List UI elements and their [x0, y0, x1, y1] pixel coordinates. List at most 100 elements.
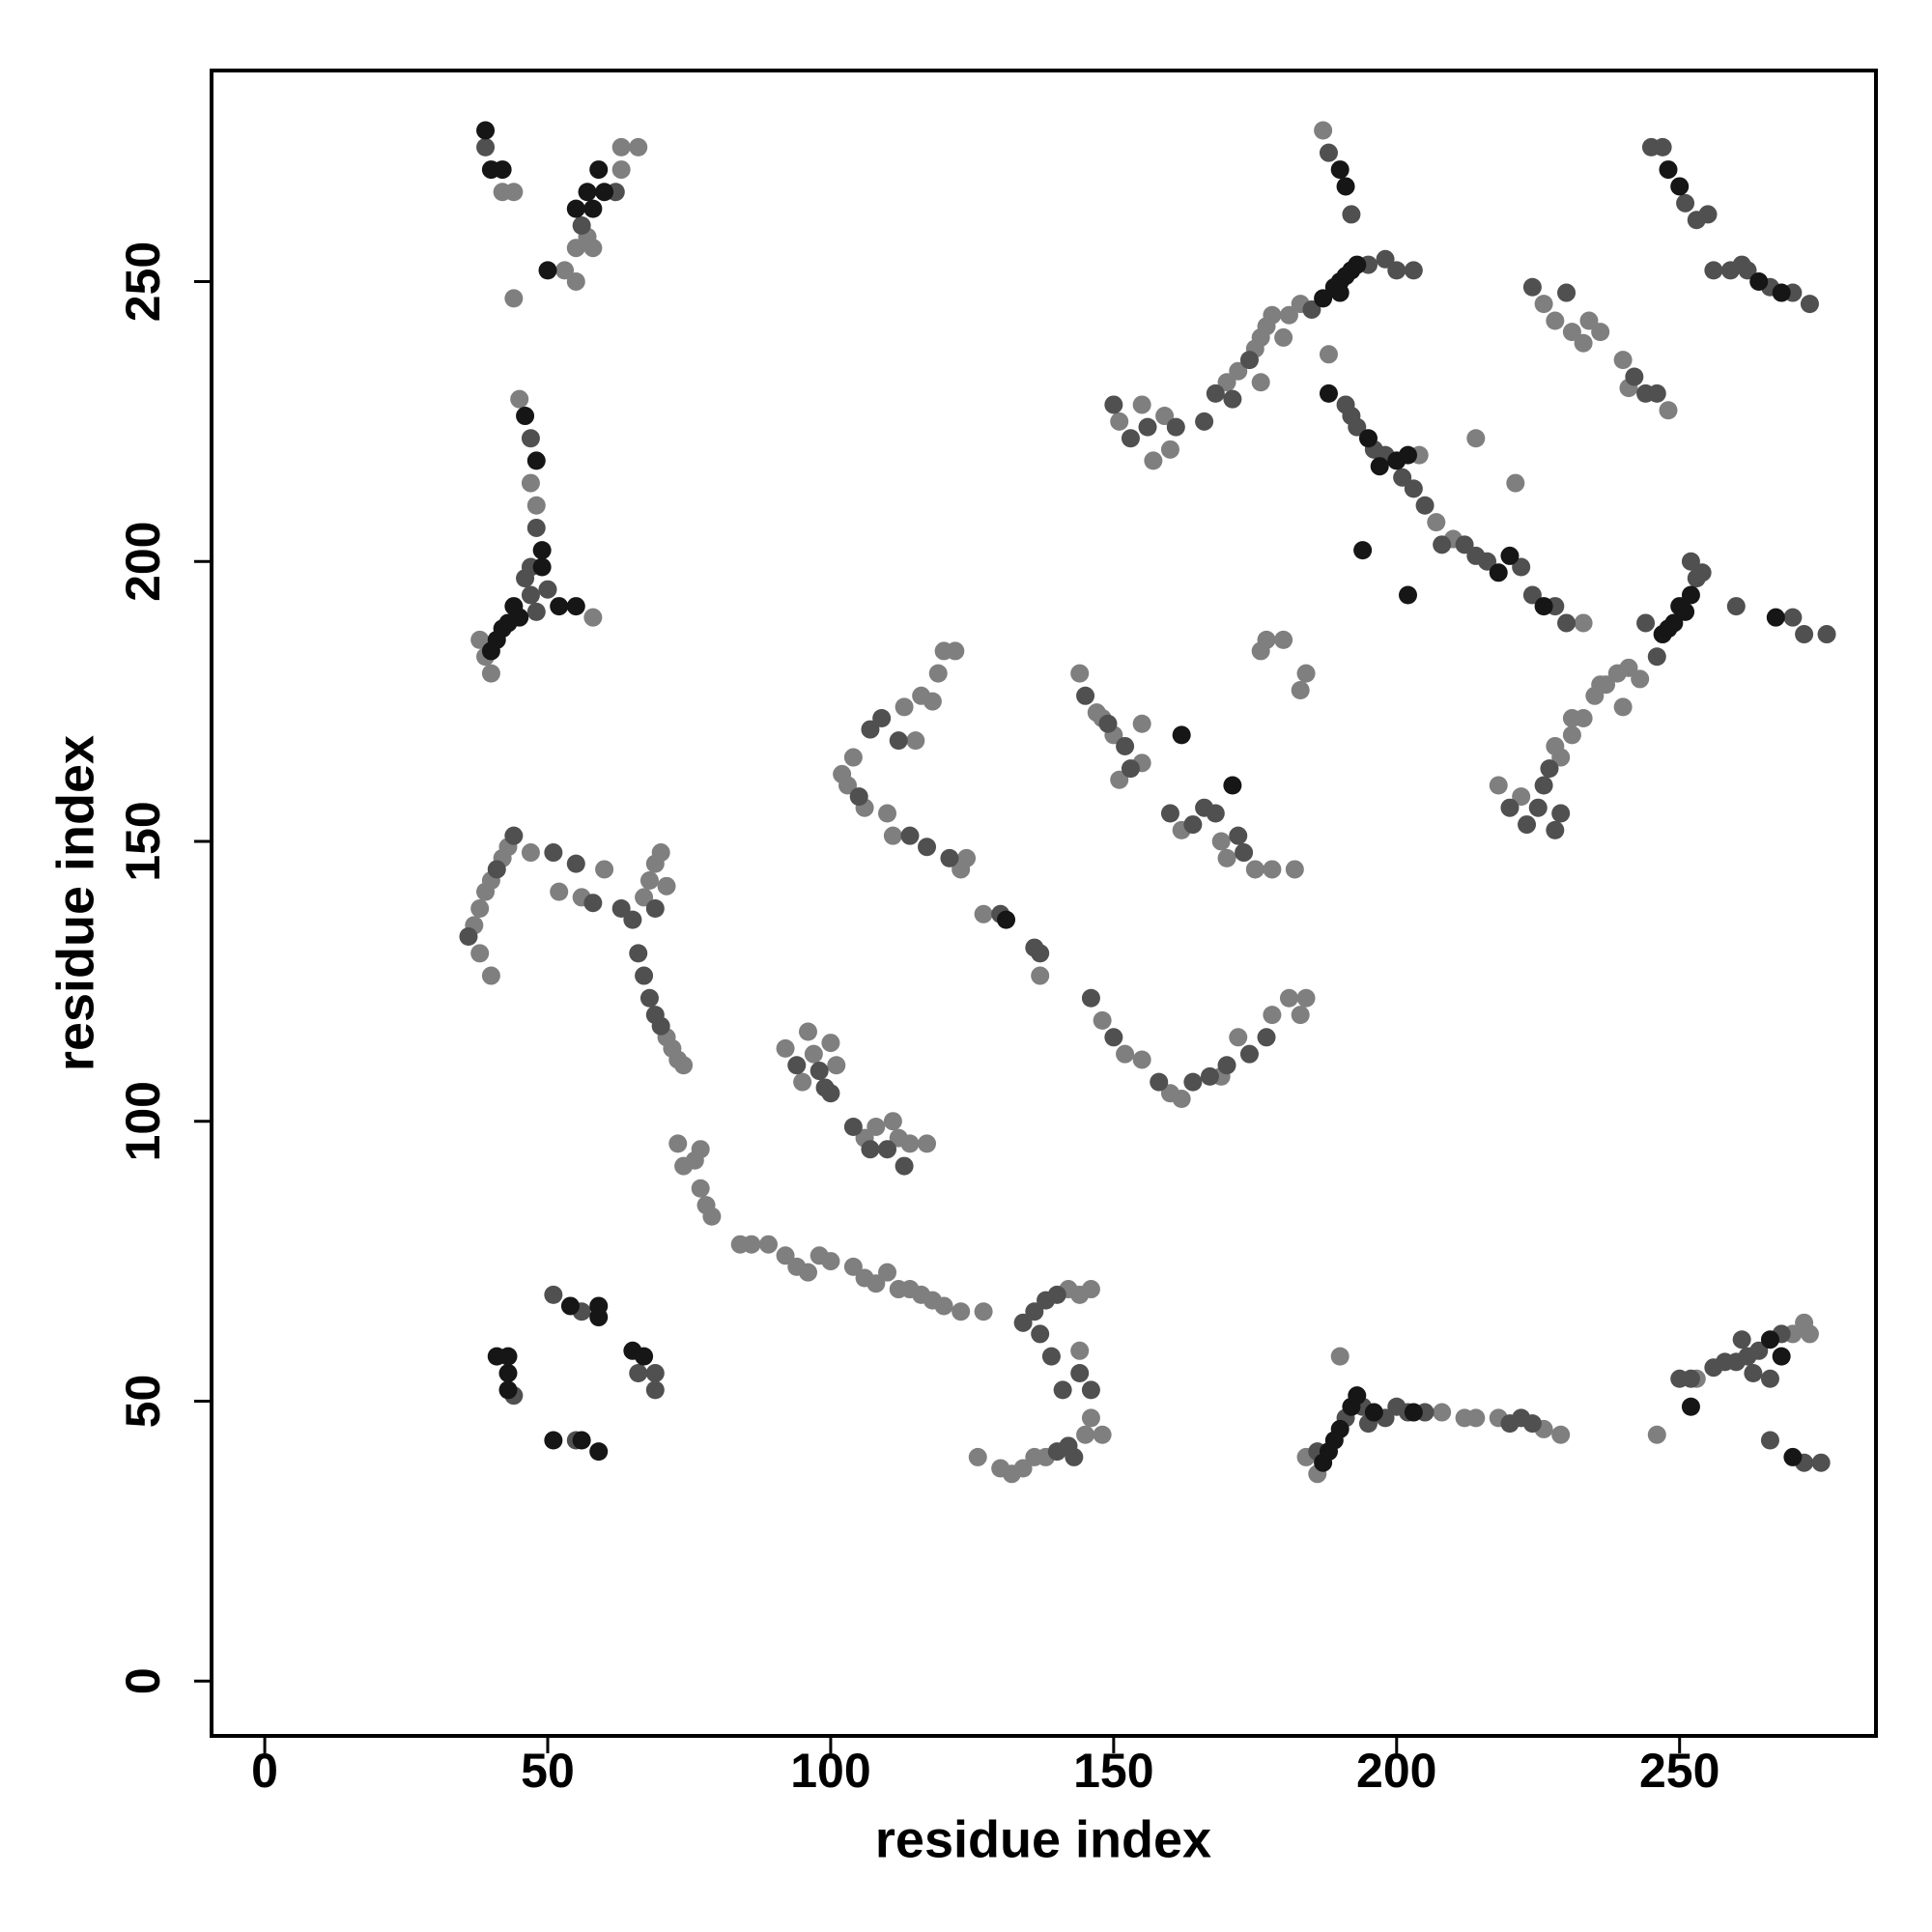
- point: [1625, 367, 1644, 386]
- point: [1795, 625, 1814, 644]
- point: [1211, 832, 1231, 851]
- point: [1342, 205, 1361, 224]
- point: [645, 899, 665, 919]
- point: [946, 641, 965, 661]
- point: [1132, 1050, 1151, 1069]
- x-tick-label: 100: [790, 1744, 870, 1798]
- point: [1348, 417, 1367, 437]
- point: [1772, 1347, 1791, 1366]
- point: [1415, 496, 1435, 515]
- y-tick-label: 250: [116, 242, 170, 322]
- point: [589, 160, 609, 180]
- point: [1076, 686, 1095, 705]
- point: [1466, 429, 1486, 448]
- point: [1229, 826, 1248, 845]
- point: [1738, 261, 1757, 280]
- point: [1557, 613, 1577, 633]
- point: [895, 697, 914, 717]
- point: [1433, 1403, 1452, 1422]
- point: [1166, 417, 1185, 437]
- point: [504, 826, 524, 845]
- point: [1330, 160, 1350, 180]
- point: [1285, 860, 1304, 879]
- point: [1132, 714, 1151, 733]
- point: [1013, 1313, 1033, 1332]
- point: [611, 160, 631, 180]
- point: [1811, 1453, 1831, 1472]
- point: [1766, 608, 1785, 627]
- point: [1279, 988, 1298, 1008]
- point: [1562, 323, 1581, 342]
- point: [827, 1056, 846, 1075]
- point: [589, 1442, 609, 1462]
- point: [1512, 787, 1531, 807]
- point: [1217, 848, 1236, 867]
- point: [578, 183, 597, 202]
- point: [1489, 563, 1508, 582]
- point: [1257, 630, 1276, 649]
- point: [589, 1308, 609, 1327]
- point: [923, 692, 942, 711]
- point: [1070, 1363, 1090, 1382]
- point: [1540, 759, 1559, 779]
- point: [1160, 440, 1179, 459]
- point: [1031, 966, 1050, 985]
- point: [1183, 815, 1203, 835]
- point: [493, 160, 512, 180]
- point: [1296, 664, 1316, 683]
- point: [459, 926, 478, 946]
- point: [793, 1072, 812, 1092]
- point: [566, 271, 585, 291]
- point: [1263, 1006, 1282, 1025]
- point: [1330, 1347, 1350, 1366]
- point: [476, 137, 496, 156]
- point: [1732, 1330, 1751, 1350]
- point: [1546, 311, 1565, 330]
- point: [566, 854, 585, 873]
- point: [1398, 445, 1417, 465]
- point: [1760, 1330, 1779, 1350]
- point: [668, 1134, 688, 1153]
- point: [1692, 563, 1712, 582]
- point: [1104, 395, 1123, 414]
- point: [1348, 255, 1367, 274]
- point: [1591, 675, 1610, 695]
- point: [504, 183, 524, 202]
- point: [1455, 535, 1474, 554]
- point: [1466, 1408, 1486, 1428]
- point: [1522, 1414, 1542, 1434]
- point: [1670, 177, 1690, 196]
- point: [1681, 1397, 1700, 1416]
- point: [532, 557, 552, 577]
- point: [1551, 804, 1571, 823]
- point: [1155, 407, 1175, 426]
- point: [1047, 1285, 1066, 1304]
- point: [544, 1285, 563, 1304]
- point: [1551, 1425, 1571, 1444]
- point: [900, 1134, 920, 1153]
- point: [1398, 585, 1417, 605]
- point: [1353, 541, 1373, 560]
- point: [821, 1252, 840, 1271]
- point: [1330, 283, 1350, 302]
- point: [1681, 552, 1700, 571]
- point: [651, 1016, 670, 1036]
- point: [787, 1056, 807, 1075]
- point: [1647, 647, 1666, 667]
- point: [928, 664, 948, 683]
- point: [1274, 327, 1293, 347]
- point: [1760, 1369, 1779, 1388]
- point: [906, 731, 925, 751]
- point: [481, 664, 500, 683]
- point: [635, 1347, 654, 1366]
- point: [952, 1302, 971, 1321]
- point: [1025, 1302, 1044, 1321]
- point: [1081, 1408, 1100, 1428]
- point: [1591, 323, 1610, 342]
- point: [867, 1118, 886, 1137]
- point: [957, 848, 977, 867]
- point: [1370, 457, 1389, 476]
- y-tick-label: 50: [116, 1375, 170, 1429]
- point: [1093, 1010, 1112, 1030]
